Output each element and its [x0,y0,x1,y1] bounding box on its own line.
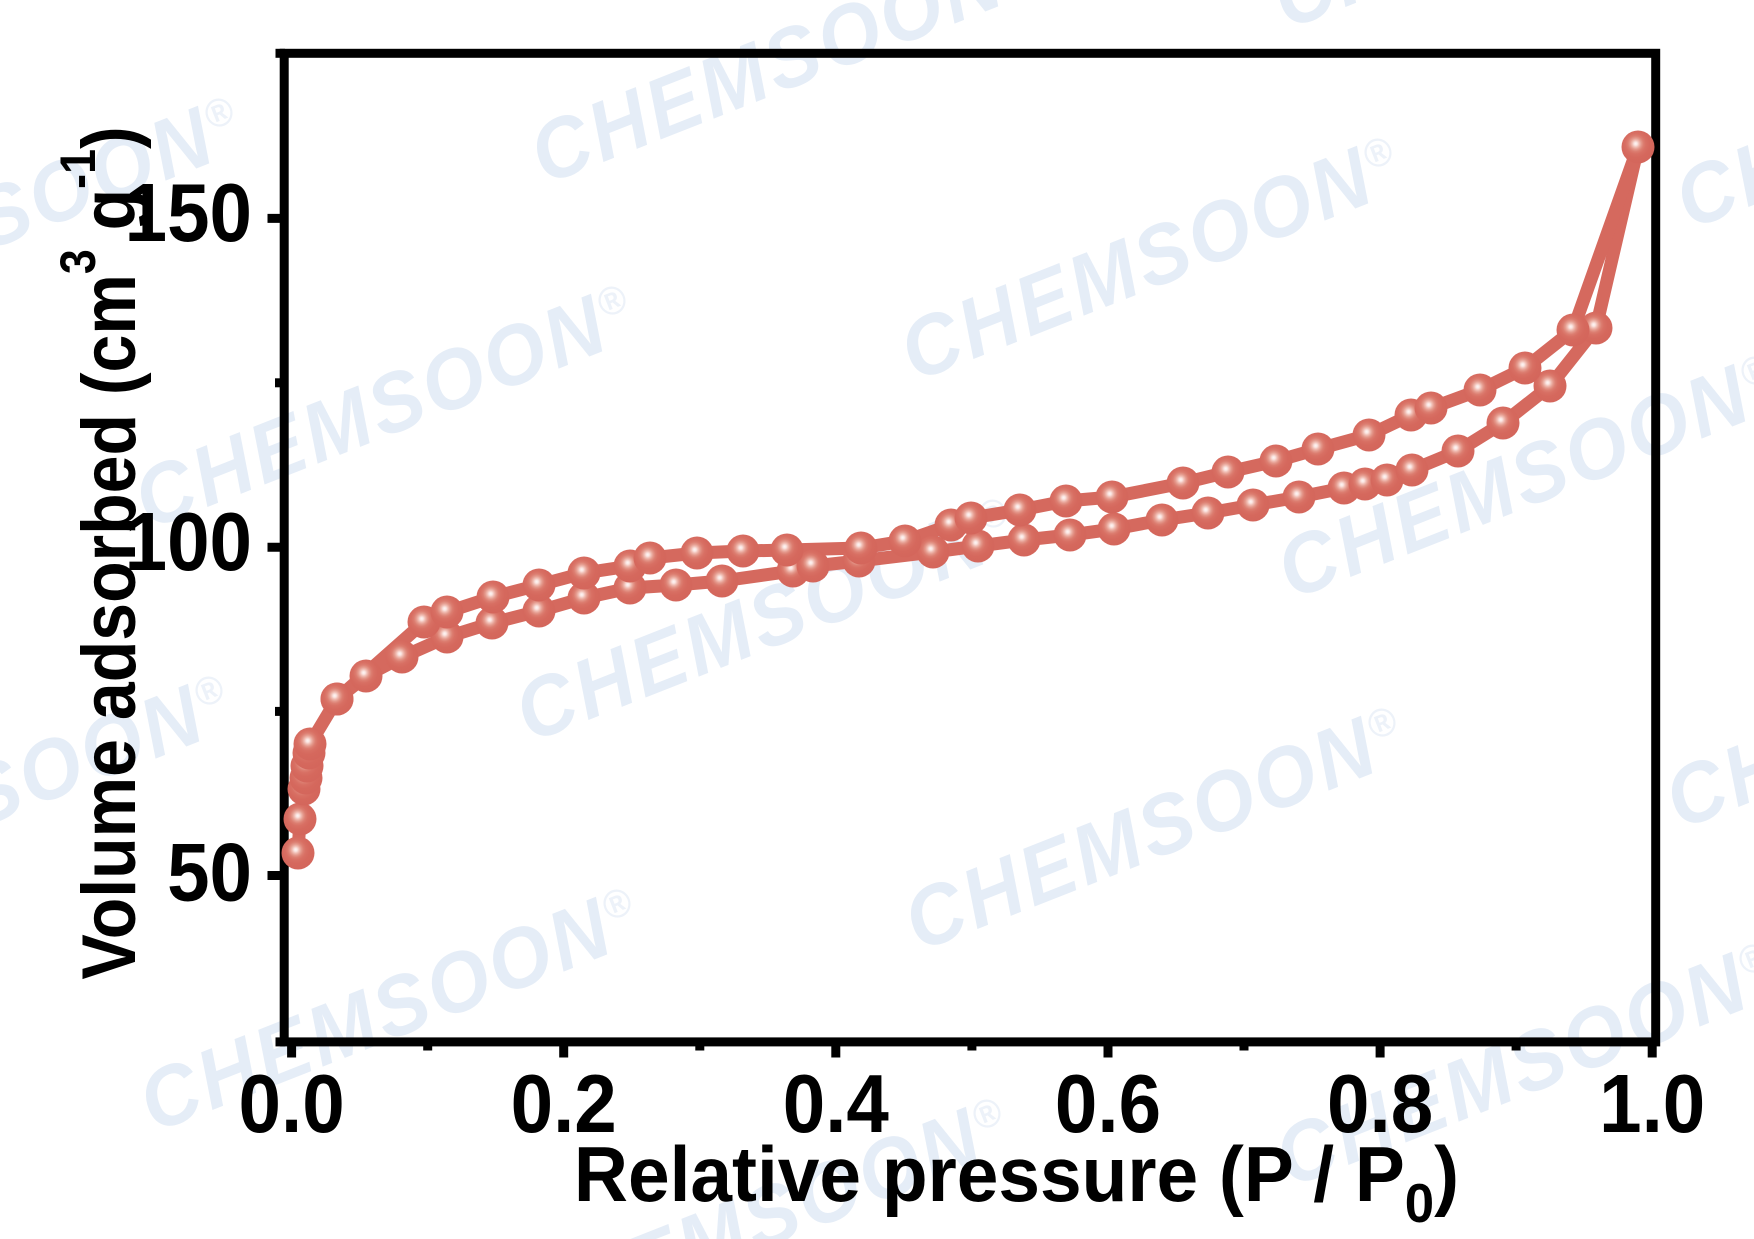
svg-text:Volume adsorbed (cm3 g-1): Volume adsorbed (cm3 g-1) [51,126,152,979]
svg-text:100: 100 [125,495,252,588]
svg-text:0.2: 0.2 [511,1057,617,1150]
svg-text:0.8: 0.8 [1327,1057,1433,1150]
svg-text:150: 150 [125,166,252,259]
svg-text:50: 50 [167,826,252,919]
svg-text:0.6: 0.6 [1055,1057,1161,1150]
svg-text:0.4: 0.4 [783,1057,889,1150]
svg-text:1.0: 1.0 [1599,1057,1705,1150]
svg-text:Relative pressure (P / P0): Relative pressure (P / P0) [574,1132,1459,1235]
svg-text:0.0: 0.0 [239,1057,345,1150]
